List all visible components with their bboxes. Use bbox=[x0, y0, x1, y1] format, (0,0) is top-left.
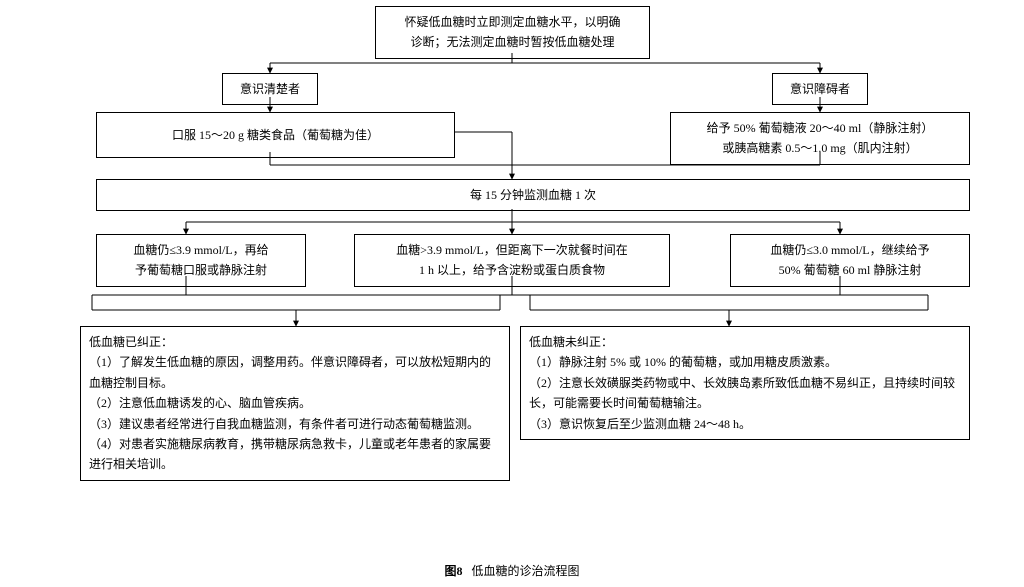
node-oral-text: 口服 15～20 g 糖类食品（葡萄糖为佳） bbox=[172, 128, 379, 142]
node-conscious-left-text: 意识清楚者 bbox=[240, 82, 300, 96]
figure-caption-label: 图8 bbox=[444, 564, 462, 578]
node-oral: 口服 15～20 g 糖类食品（葡萄糖为佳） bbox=[96, 112, 455, 158]
figure-caption: 图8 低血糖的诊治流程图 bbox=[0, 562, 1024, 579]
node-result-1: 血糖仍≤3.9 mmol/L，再给予葡萄糖口服或静脉注射 bbox=[96, 234, 306, 287]
node-conscious-left: 意识清楚者 bbox=[222, 73, 318, 105]
node-result-3-text: 血糖仍≤3.0 mmol/L，继续给予50% 葡萄糖 60 ml 静脉注射 bbox=[770, 243, 929, 277]
node-conscious-right-text: 意识障碍者 bbox=[790, 82, 850, 96]
node-corrected-item-3: （3）建议患者经常进行自我血糖监测，有条件者可进行动态葡萄糖监测。 bbox=[89, 414, 501, 434]
node-result-3: 血糖仍≤3.0 mmol/L，继续给予50% 葡萄糖 60 ml 静脉注射 bbox=[730, 234, 970, 287]
node-monitor: 每 15 分钟监测血糖 1 次 bbox=[96, 179, 970, 211]
node-monitor-text: 每 15 分钟监测血糖 1 次 bbox=[470, 188, 596, 202]
node-result-1-text: 血糖仍≤3.9 mmol/L，再给予葡萄糖口服或静脉注射 bbox=[133, 243, 268, 277]
node-iv-text: 给予 50% 葡萄糖液 20～40 ml（静脉注射）或胰高糖素 0.5～1.0 … bbox=[707, 121, 934, 155]
node-top: 怀疑低血糖时立即测定血糖水平，以明确诊断；无法测定血糖时暂按低血糖处理 bbox=[375, 6, 650, 59]
node-iv: 给予 50% 葡萄糖液 20～40 ml（静脉注射）或胰高糖素 0.5～1.0 … bbox=[670, 112, 970, 165]
node-uncorrected-title: 低血糖未纠正： bbox=[529, 332, 961, 352]
node-corrected-title: 低血糖已纠正： bbox=[89, 332, 501, 352]
node-uncorrected-item-2: （2）注意长效磺脲类药物或中、长效胰岛素所致低血糖不易纠正，且持续时间较长，可能… bbox=[529, 373, 961, 414]
node-corrected: 低血糖已纠正： （1）了解发生低血糖的原因，调整用药。伴意识障碍者，可以放松短期… bbox=[80, 326, 510, 481]
node-uncorrected-item-3: （3）意识恢复后至少监测血糖 24～48 h。 bbox=[529, 414, 961, 434]
flowchart-edges bbox=[0, 0, 1024, 587]
node-uncorrected-item-1: （1）静脉注射 5% 或 10% 的葡萄糖，或加用糖皮质激素。 bbox=[529, 352, 961, 372]
figure-caption-text: 低血糖的诊治流程图 bbox=[472, 564, 580, 578]
node-uncorrected: 低血糖未纠正： （1）静脉注射 5% 或 10% 的葡萄糖，或加用糖皮质激素。 … bbox=[520, 326, 970, 440]
node-corrected-item-2: （2）注意低血糖诱发的心、脑血管疾病。 bbox=[89, 393, 501, 413]
node-result-2-text: 血糖>3.9 mmol/L，但距离下一次就餐时间在1 h 以上，给予含淀粉或蛋白… bbox=[396, 243, 627, 277]
node-corrected-item-4: （4）对患者实施糖尿病教育，携带糖尿病急救卡，儿童或老年患者的家属要进行相关培训… bbox=[89, 434, 501, 475]
node-corrected-item-1: （1）了解发生低血糖的原因，调整用药。伴意识障碍者，可以放松短期内的血糖控制目标… bbox=[89, 352, 501, 393]
node-top-text: 怀疑低血糖时立即测定血糖水平，以明确诊断；无法测定血糖时暂按低血糖处理 bbox=[404, 15, 620, 49]
node-conscious-right: 意识障碍者 bbox=[772, 73, 868, 105]
node-result-2: 血糖>3.9 mmol/L，但距离下一次就餐时间在1 h 以上，给予含淀粉或蛋白… bbox=[354, 234, 670, 287]
